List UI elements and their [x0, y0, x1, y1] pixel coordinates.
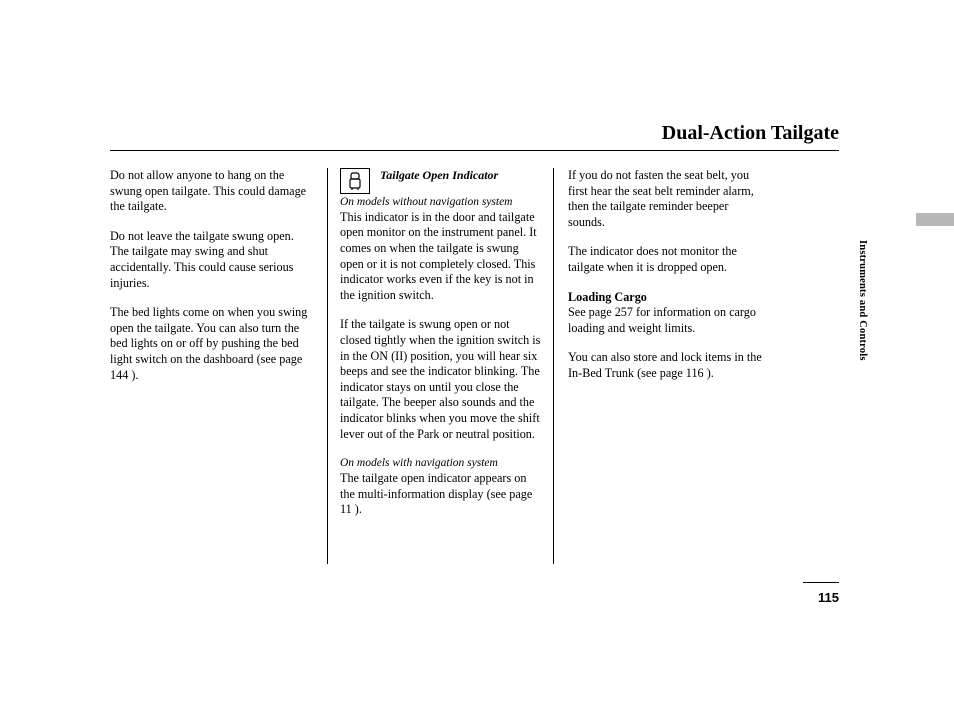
indicator-header: Tailgate Open Indicator — [340, 168, 543, 194]
col2-p3-page: 11 — [340, 502, 352, 516]
column-3: If you do not fasten the seat belt, you … — [562, 168, 779, 564]
col2-subnote2: On models with navigation system — [340, 456, 543, 471]
section-side-label: Instruments and Controls — [857, 240, 868, 361]
column-2: Tailgate Open Indicator On models withou… — [336, 168, 553, 564]
col1-p2: Do not leave the tailgate swung open. Th… — [110, 229, 313, 291]
column-1: Do not allow anyone to hang on the swung… — [110, 168, 327, 564]
col1-p3a: The bed lights come on when you swing op… — [110, 305, 307, 366]
col2-p2: If the tailgate is swung open or not clo… — [340, 317, 543, 442]
column-divider-2 — [553, 168, 554, 564]
column-divider-1 — [327, 168, 328, 564]
indicator-title: Tailgate Open Indicator — [380, 168, 498, 183]
col1-p3b: ). — [128, 368, 138, 382]
col3-p4a: You can also store and lock items in the… — [568, 350, 762, 380]
col3-p3-page: 257 — [615, 305, 633, 319]
col2-subnote1: On models without navigation system — [340, 195, 543, 210]
manual-page: Dual-Action Tailgate Instruments and Con… — [0, 0, 954, 710]
page-number-rule — [803, 582, 839, 583]
page-number: 115 — [818, 590, 839, 605]
tailgate-indicator-icon — [340, 168, 370, 194]
col2-p1: This indicator is in the door and tailga… — [340, 210, 543, 304]
col2-p3a: The tailgate open indicator appears on t… — [340, 471, 532, 501]
col3-p1: If you do not fasten the seat belt, you … — [568, 168, 765, 230]
col1-p1: Do not allow anyone to hang on the swung… — [110, 168, 313, 215]
col3-p2: The indicator does not monitor the tailg… — [568, 244, 765, 275]
loading-cargo-heading: Loading Cargo — [568, 290, 647, 304]
col3-p3a: See page — [568, 305, 615, 319]
side-tab — [916, 213, 954, 226]
col2-p3b: ). — [352, 502, 362, 516]
col3-p4b: ). — [704, 366, 714, 380]
col3-loading: Loading Cargo See page 257 for informati… — [568, 290, 765, 337]
col3-p4-page: 116 — [686, 366, 704, 380]
title-rule — [110, 150, 839, 151]
col1-p3-page: 144 — [110, 368, 128, 382]
col2-p3: The tailgate open indicator appears on t… — [340, 471, 543, 518]
col3-p4: You can also store and lock items in the… — [568, 350, 765, 381]
content-columns: Do not allow anyone to hang on the swung… — [110, 168, 790, 564]
page-title: Dual-Action Tailgate — [662, 122, 839, 145]
col1-p3: The bed lights come on when you swing op… — [110, 305, 313, 383]
